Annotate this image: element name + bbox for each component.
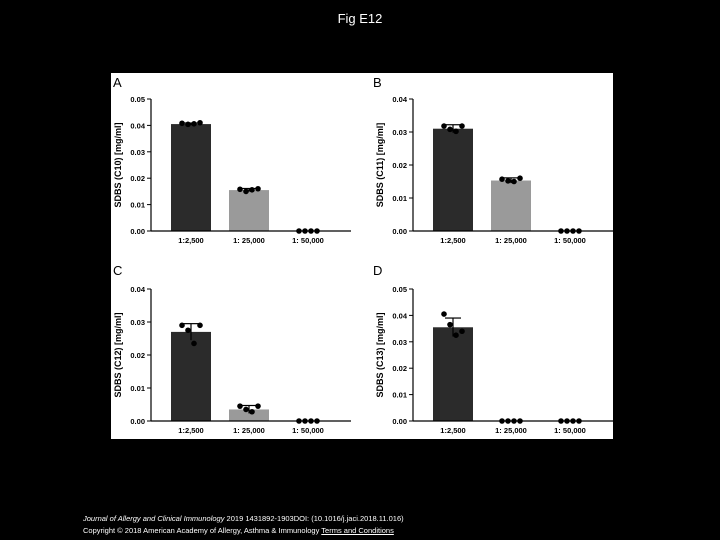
panel-letter: A — [113, 75, 122, 90]
y-tick-label: 0.03 — [130, 148, 145, 157]
y-tick-label: 0.01 — [392, 391, 407, 400]
data-point — [197, 119, 203, 126]
y-tick-label: 0.04 — [130, 121, 145, 130]
y-tick-label: 0.03 — [392, 338, 407, 347]
data-point — [237, 186, 243, 193]
bar — [433, 128, 473, 231]
data-point — [237, 403, 243, 409]
data-point — [191, 121, 197, 127]
data-point — [441, 311, 447, 317]
panel-letter: C — [113, 263, 122, 278]
y-tick-label: 0.02 — [130, 174, 145, 183]
x-tick-label: 1: 50,000 — [554, 236, 586, 245]
y-tick-label: 0.02 — [392, 161, 407, 170]
x-tick-label: 1: 25,000 — [233, 236, 265, 245]
data-point — [517, 175, 523, 181]
data-point — [499, 176, 505, 182]
x-tick-label: 1:2,500 — [440, 236, 465, 245]
y-tick-label: 0.04 — [392, 311, 407, 320]
journal-name: Journal of Allergy and Clinical Immunolo… — [83, 514, 225, 523]
y-tick-label: 0.04 — [130, 285, 145, 294]
panel-letter: B — [373, 75, 382, 90]
data-point — [185, 121, 191, 128]
y-tick-label: 0.02 — [130, 351, 145, 360]
footer: Journal of Allergy and Clinical Immunolo… — [83, 513, 703, 537]
data-point — [453, 332, 459, 339]
data-point — [243, 188, 249, 195]
chart-panel-d: D SDBS (C13) [mg/ml] 0.00 0.01 0.02 0.03 0.04 0… — [373, 263, 613, 435]
y-tick-label: 0.04 — [392, 95, 407, 104]
data-point — [255, 185, 261, 192]
y-tick-label: 0.00 — [392, 417, 407, 426]
data-point — [243, 406, 249, 413]
data-point — [179, 322, 185, 329]
copyright-line: Copyright © 2018 American Academy of All… — [83, 525, 703, 537]
bar — [229, 190, 269, 231]
data-point — [197, 322, 203, 329]
data-point — [505, 178, 511, 184]
panel-letter: D — [373, 263, 382, 278]
y-axis-label: SDBS (C10) [mg/ml] — [113, 122, 123, 207]
data-point — [511, 178, 517, 185]
y-axis-label: SDBS (C11) [mg/ml] — [375, 123, 385, 208]
chart-panel-c: C SDBS (C12) [mg/ml] 0.00 0.01 0.02 0.03 0.04 1… — [113, 263, 351, 435]
data-point — [459, 328, 465, 335]
y-tick-label: 0.03 — [130, 318, 145, 327]
y-tick-label: 0.03 — [392, 128, 407, 137]
data-point — [441, 123, 447, 129]
x-tick-label: 1:2,500 — [178, 236, 203, 245]
x-tick-label: 1: 25,000 — [495, 236, 527, 245]
data-point — [249, 408, 255, 415]
y-axis-label: SDBS (C13) [mg/ml] — [375, 312, 385, 397]
y-axis-label: SDBS (C12) [mg/ml] — [113, 312, 123, 397]
data-point — [249, 187, 255, 193]
x-tick-label: 1: 25,000 — [495, 426, 527, 435]
data-point — [179, 120, 185, 127]
x-tick-label: 1: 25,000 — [233, 426, 265, 435]
y-tick-label: 0.05 — [130, 95, 145, 104]
figure-title: Fig E12 — [337, 11, 383, 26]
bar-charts-svg: A SDBS (C10) [mg/ml] 0.00 0.01 0.02 0.03 0.04 0… — [113, 75, 613, 435]
data-point — [453, 128, 459, 135]
bar — [171, 124, 211, 231]
copyright-text: Copyright © 2018 American Academy of All… — [83, 526, 320, 535]
x-tick-label: 1: 50,000 — [554, 426, 586, 435]
data-point — [185, 327, 191, 334]
data-point — [447, 321, 453, 328]
data-point — [459, 123, 465, 129]
data-point — [447, 126, 453, 133]
x-tick-label: 1: 50,000 — [292, 236, 324, 245]
bar — [491, 180, 531, 231]
y-tick-label: 0.01 — [130, 201, 145, 210]
x-tick-label: 1: 50,000 — [292, 426, 324, 435]
y-tick-label: 0.00 — [130, 417, 145, 426]
y-tick-label: 0.05 — [392, 285, 407, 294]
x-tick-label: 1:2,500 — [178, 426, 203, 435]
y-tick-label: 0.01 — [392, 194, 407, 203]
y-tick-label: 0.00 — [392, 227, 407, 236]
x-tick-label: 1:2,500 — [440, 426, 465, 435]
bar — [229, 409, 269, 421]
data-point — [191, 340, 197, 347]
chart-panel-b: B SDBS (C11) [mg/ml] 0.00 0.01 0.02 0.03 0.04 1… — [373, 75, 613, 245]
terms-and-conditions-link[interactable]: Terms and Conditions — [321, 526, 394, 535]
citation-text: 2019 1431892-1903DOI: (10.1016/j.jaci.20… — [224, 514, 404, 523]
figure-panel: A SDBS (C10) [mg/ml] 0.00 0.01 0.02 0.03 0.04 0… — [111, 73, 613, 439]
y-tick-label: 0.00 — [130, 227, 145, 236]
data-point — [255, 403, 261, 409]
chart-panel-a: A SDBS (C10) [mg/ml] 0.00 0.01 0.02 0.03 0.04 0… — [113, 75, 351, 245]
y-tick-label: 0.01 — [130, 384, 145, 393]
y-tick-label: 0.02 — [392, 364, 407, 373]
bar — [433, 327, 473, 421]
citation-line: Journal of Allergy and Clinical Immunolo… — [83, 513, 703, 525]
bar — [171, 331, 211, 421]
